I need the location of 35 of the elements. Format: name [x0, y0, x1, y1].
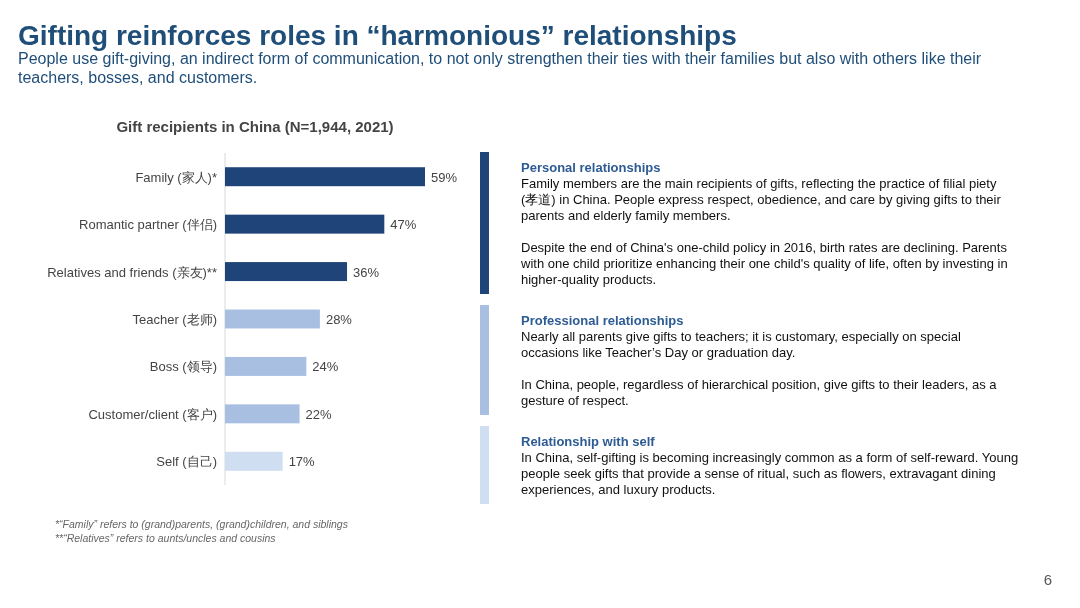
- bar: [225, 356, 307, 376]
- data-label: 17%: [288, 454, 316, 470]
- bar: [225, 404, 300, 424]
- y-tick-label: Boss (领导): [149, 359, 217, 375]
- data-label: 22%: [305, 406, 333, 422]
- bar: [225, 262, 348, 282]
- text: Despite the end of China's one-child policy in 2016, birth rates are declining. Parents with one child prioritize enhancing their one child's quality of life, often by investing in higher-quality products.: [520, 240, 1008, 287]
- y-tick-label: Teacher (老师): [132, 312, 217, 327]
- text: *“Family” refers to (grand)parents, (grand)children, and siblings: [55, 518, 349, 530]
- text: In China, self-gifting is becoming increasingly common as a form of self-reward. Young people seek gifts that provide a sense of ritual, such as flowers, extravagant dining experiences, and luxury products.: [521, 450, 1019, 497]
- y-tick-label: Romantic partner (伴侣): [79, 217, 217, 233]
- text: **“Relatives” refers to aunts/uncles and cousins: [55, 532, 277, 544]
- text: Relationship with self: [521, 434, 656, 449]
- text: Gifting reinforces roles in “harmonious” relationships: [18, 20, 737, 51]
- text: In China, people, regardless of hierarchical position, give gifts to their leaders, as a gesture of respect.: [521, 377, 998, 408]
- data-label: 59%: [431, 169, 458, 185]
- text: Professional relationships: [521, 313, 684, 328]
- text: Nearly all parents give gifts to teachers; it is customary, especially on special occasions like Teacher’s Day or graduation day.: [521, 329, 961, 360]
- chart-title: Gift recipients in China (N=1,944, 2021): [116, 118, 394, 135]
- y-tick-label: Relatives and friends (亲友)**: [47, 264, 217, 280]
- data-label: 28%: [325, 312, 353, 327]
- y-tick-label: Self (自己): [156, 454, 217, 470]
- y-tick-label: Customer/client (客户): [88, 406, 217, 422]
- data-label: 24%: [312, 359, 339, 375]
- data-label: 47%: [390, 217, 417, 233]
- data-label: 36%: [353, 264, 380, 280]
- bar: [225, 309, 320, 329]
- bar: [225, 214, 385, 234]
- bar: [225, 451, 283, 471]
- y-tick-label: Family (家人)*: [135, 169, 217, 185]
- text: Personal relationships: [521, 160, 661, 175]
- bar: [225, 167, 425, 187]
- text: 6: [1043, 571, 1052, 588]
- text: People use gift-giving, an indirect form of communication, to not only strengthen their ties with their families but also with others like their teachers, bosses, and customers.: [18, 50, 982, 86]
- text: Family members are the main recipients of gifts, reflecting the practice of filial piety (孝道) in China. People express respect, obedience, and care by giving gifts to their parents and elderly family members.: [521, 176, 1002, 223]
